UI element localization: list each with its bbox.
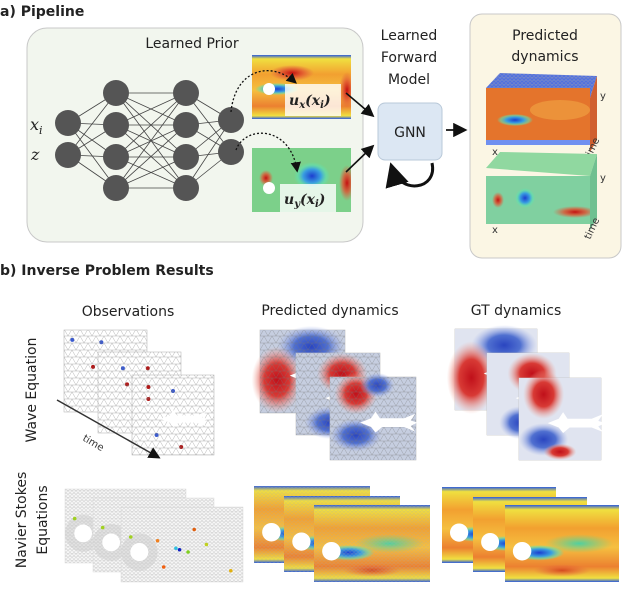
cylinder-obstacle bbox=[130, 543, 149, 561]
cylinder-obstacle bbox=[262, 522, 281, 542]
observation-point bbox=[192, 527, 196, 532]
column-predicted-dynamics: Predicted dynamics bbox=[261, 303, 398, 319]
uy-field-image: uy(xi) bbox=[252, 148, 351, 212]
ns-predicted-dynamics bbox=[254, 486, 430, 582]
section-a-title: a) Pipeline bbox=[0, 4, 84, 20]
arrow-ux-to-gnn bbox=[345, 92, 375, 118]
forward-model-line3: Model bbox=[388, 72, 430, 88]
ns-observations bbox=[64, 488, 244, 583]
nn-node bbox=[173, 80, 199, 106]
learned-prior-panel: Learned Prior xi z ux(xi) bbox=[26, 27, 364, 243]
nn-edge bbox=[185, 119, 232, 189]
cube1-axis-x: x bbox=[492, 147, 498, 158]
wave-blob bbox=[543, 443, 577, 460]
cube2-axis-x: x bbox=[492, 225, 498, 236]
observation-point bbox=[204, 542, 209, 547]
predicted-title-line2: dynamics bbox=[511, 49, 578, 65]
predicted-dynamics-panel: Predicted dynamics x y time x y time bbox=[469, 13, 622, 259]
cube2-axis-y: y bbox=[600, 173, 606, 184]
gt-frame bbox=[505, 505, 619, 582]
uy-label: uy(xi) bbox=[284, 192, 325, 210]
nn-node bbox=[173, 175, 199, 201]
nn-edge bbox=[115, 92, 187, 158]
obs-frame bbox=[131, 374, 215, 456]
section-b-title: b) Inverse Problem Results bbox=[0, 263, 214, 279]
nn-node bbox=[55, 110, 81, 136]
wave-observations bbox=[63, 329, 215, 456]
cylinder-obstacle bbox=[322, 541, 341, 561]
nn-edge bbox=[67, 122, 117, 189]
column-gt-dynamics: GT dynamics bbox=[471, 303, 562, 319]
wave-blob bbox=[523, 369, 565, 419]
cylinder-obstacle bbox=[481, 533, 500, 551]
cylinder-obstacle bbox=[449, 523, 469, 542]
input-z-label: z bbox=[30, 145, 40, 164]
nn-node bbox=[55, 142, 81, 168]
forward-model: Learned Forward Model GNN bbox=[377, 28, 443, 189]
learned-prior-title: Learned Prior bbox=[145, 36, 238, 52]
observation-point bbox=[186, 550, 190, 554]
observation-point bbox=[174, 546, 178, 551]
nn-node bbox=[103, 175, 129, 201]
cube1-axis-y: y bbox=[600, 91, 606, 102]
pred-frame bbox=[314, 505, 430, 582]
ux-volume-cube: x y time bbox=[486, 73, 606, 161]
forward-model-line2: Forward bbox=[381, 50, 437, 66]
nn-edge bbox=[115, 124, 187, 189]
nn-node bbox=[218, 107, 244, 133]
nn-node bbox=[173, 144, 199, 170]
row-navier-stokes-line2: Equations bbox=[35, 485, 51, 554]
input-x-label: xi bbox=[30, 115, 43, 137]
ux-field-image: ux(xi) bbox=[252, 55, 351, 119]
gnn-block bbox=[377, 102, 443, 161]
dotted-arrow-uy bbox=[235, 132, 301, 173]
wave-predicted-dynamics bbox=[251, 325, 418, 461]
nn-node bbox=[103, 80, 129, 106]
nn-edge bbox=[67, 92, 117, 156]
nn-node bbox=[173, 112, 199, 138]
arrow-uy-to-gnn bbox=[345, 144, 375, 173]
recurrent-loop-arrow bbox=[385, 162, 435, 189]
dotted-arrow-ux bbox=[230, 70, 297, 113]
wave-blob bbox=[446, 341, 496, 415]
gt-frame bbox=[518, 369, 605, 461]
time-arrow bbox=[56, 399, 161, 459]
forward-model-line1: Learned bbox=[381, 28, 438, 44]
cylinder-obstacle bbox=[512, 541, 532, 561]
observation-point bbox=[128, 535, 133, 539]
predicted-title-line1: Predicted bbox=[512, 28, 578, 44]
observation-point bbox=[229, 568, 233, 573]
uy-volume-cube: x y time bbox=[486, 152, 606, 241]
neural-network bbox=[55, 80, 244, 201]
cylinder-obstacle bbox=[292, 532, 311, 551]
nn-node bbox=[103, 112, 129, 138]
observation-point bbox=[155, 538, 160, 543]
nn-edge bbox=[115, 92, 187, 189]
observation-point bbox=[100, 525, 105, 530]
observation-point bbox=[177, 547, 182, 552]
obs-frame bbox=[120, 506, 244, 583]
column-observations: Observations bbox=[82, 304, 175, 320]
observation-point bbox=[72, 516, 77, 521]
observation-point bbox=[161, 565, 166, 569]
gnn-label: GNN bbox=[394, 125, 426, 141]
cylinder-obstacle bbox=[102, 533, 121, 552]
row-navier-stokes-line1: Navier Stokes bbox=[14, 472, 30, 569]
cylinder-obstacle bbox=[74, 524, 93, 543]
pred-frame bbox=[329, 372, 418, 461]
row-wave-equation: Wave Equation bbox=[24, 338, 40, 443]
ns-gt-dynamics bbox=[442, 487, 619, 582]
wave-gt-dynamics bbox=[446, 324, 605, 461]
nn-node bbox=[103, 144, 129, 170]
ux-label: ux(xi) bbox=[289, 93, 331, 111]
time-label: time bbox=[81, 433, 106, 454]
